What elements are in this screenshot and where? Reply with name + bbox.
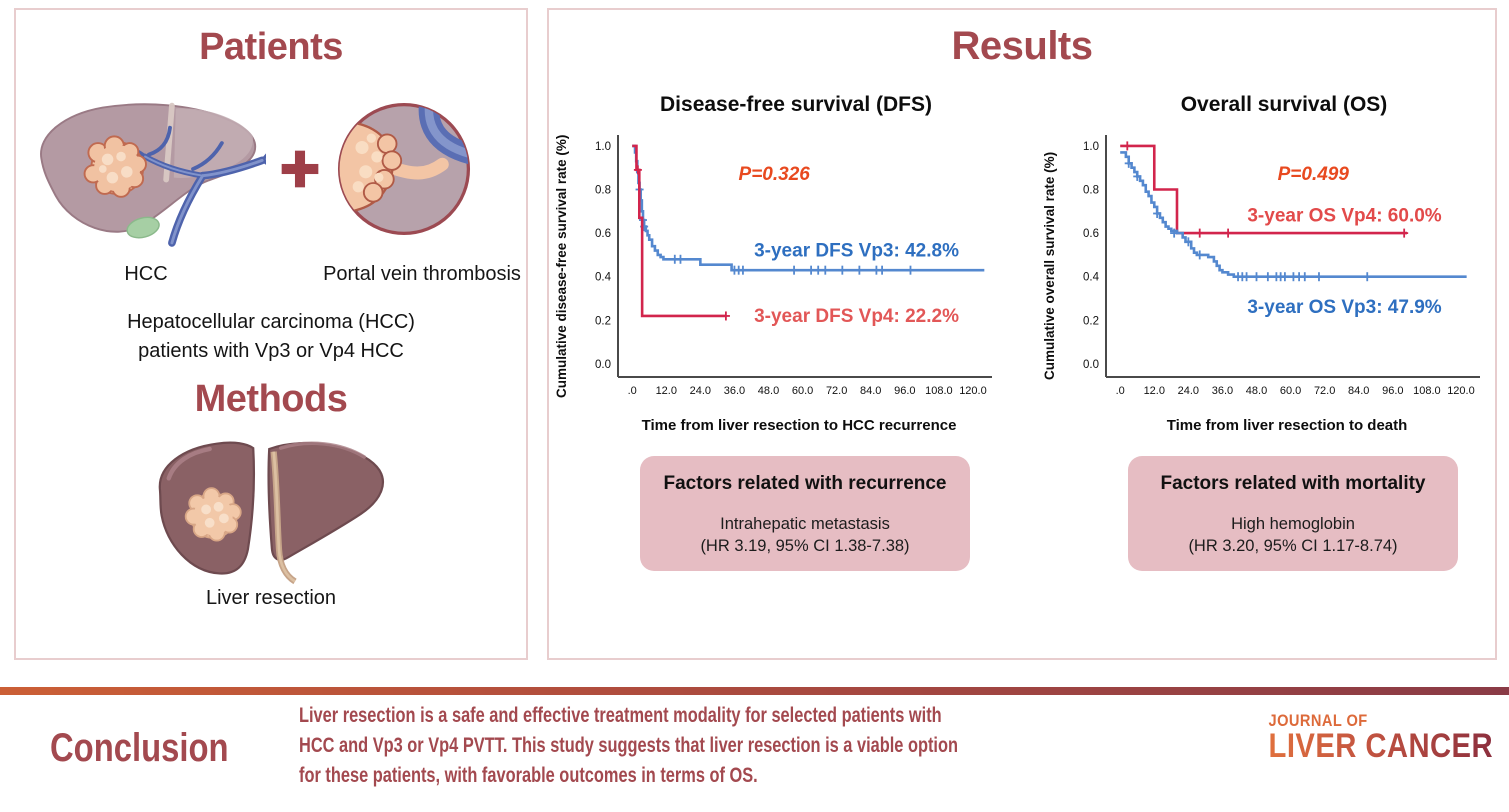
svg-text:0.0: 0.0 [1083,359,1099,371]
svg-text:3-year OS Vp4: 60.0%: 3-year OS Vp4: 60.0% [1247,206,1441,227]
svg-text:12.0: 12.0 [656,385,677,397]
svg-text:.0: .0 [628,385,637,397]
svg-text:P=0.499: P=0.499 [1278,164,1350,185]
dfs-chart-column: Disease-free survival (DFS) Cumulative d… [552,93,1004,571]
svg-text:0.4: 0.4 [1083,272,1100,284]
liver-resection-illustration [158,441,385,585]
gallbladder-shape [126,216,160,239]
svg-text:72.0: 72.0 [826,385,847,397]
svg-text:0.6: 0.6 [1083,228,1099,240]
conclusion-title: Conclusion [50,726,229,770]
os-km-chart: 0.0 0.2 0.4 0.6 0.8 1.0 .0 12.0 24.0 36.0 48.0 60.0… [1083,135,1480,397]
svg-text:48.0: 48.0 [1246,385,1267,397]
svg-text:108.0: 108.0 [1413,385,1441,397]
journal-logo: JOURNAL OF LIVER CANCER [1269,712,1493,765]
patients-captions-row: HCC Portal vein thrombosis [16,263,526,286]
recurrence-factors-box: Factors related with recurrence Intrahep… [640,456,970,571]
svg-text:12.0: 12.0 [1144,385,1165,397]
journal-logo-line2: LIVER CANCER [1268,727,1493,765]
svg-text:84.0: 84.0 [860,385,881,397]
caption-spacer [266,263,322,286]
svg-text:0.8: 0.8 [595,185,611,197]
svg-text:36.0: 36.0 [1212,385,1233,397]
os-chart-body: Cumulative overall survival rate (%) 0.0… [1040,121,1492,421]
portal-vein-shape [104,125,266,247]
portal-vein-thrombosis-caption: Portal vein thrombosis [323,263,521,285]
svg-text:0.6: 0.6 [595,228,611,240]
svg-text:84.0: 84.0 [1348,385,1369,397]
svg-text:72.0: 72.0 [1314,385,1335,397]
svg-text:120.0: 120.0 [959,385,987,397]
patients-description: Hepatocellular carcinoma (HCC) patients … [16,308,526,366]
conclusion-text: Liver resection is a safe and effective … [299,701,1144,791]
os-chart-title: Overall survival (OS) [1180,93,1388,116]
svg-text:1.0: 1.0 [1083,141,1099,153]
recurrence-factor-stats: (HR 3.19, 95% CI 1.38-7.38) [700,537,910,555]
svg-text:0.8: 0.8 [1083,185,1099,197]
liver-resection-caption: Liver resection [205,587,337,609]
resected-tumor-shape [184,487,242,542]
conclusion-line3: for these patients, with favorable outco… [299,764,758,787]
results-title: Results [951,24,1094,68]
svg-text:96.0: 96.0 [1382,385,1403,397]
svg-text:3-year OS Vp3: 47.9%: 3-year OS Vp3: 47.9% [1247,297,1441,318]
svg-text:36.0: 36.0 [724,385,745,397]
svg-text:60.0: 60.0 [1280,385,1301,397]
svg-text:60.0: 60.0 [792,385,813,397]
svg-text:108.0: 108.0 [925,385,953,397]
svg-text:0.0: 0.0 [595,359,611,371]
patients-title: Patients [199,26,343,68]
os-x-axis-label: Time from liver resection to death [1166,417,1408,434]
journal-logo-line1: JOURNAL OF [1268,711,1368,730]
dfs-x-axis-label: Time from liver resection to HCC recurre… [641,417,957,434]
dfs-chart-body: Cumulative disease-free survival rate (%… [552,121,1004,421]
svg-text:.0: .0 [1116,385,1125,397]
hcc-caption: HCC [124,263,168,285]
portal-vein-thrombosis-illustration [337,102,471,236]
hcc-tumor-shape [83,135,147,198]
patients-description-line1: Hepatocellular carcinoma (HCC) [127,311,415,333]
svg-text:0.4: 0.4 [595,272,612,284]
plus-icon [281,150,319,188]
patients-illustration-row [16,79,526,259]
svg-text:0.2: 0.2 [1083,315,1099,327]
svg-text:24.0: 24.0 [1178,385,1199,397]
conclusion-line2: HCC and Vp3 or Vp4 PVTT. This study sugg… [299,734,958,757]
dfs-km-chart: 0.0 0.2 0.4 0.6 0.8 1.0 .0 12.0 24.0 36.0 48.0 60.0… [595,135,992,397]
svg-text:3-year DFS Vp3: 42.8%: 3-year DFS Vp3: 42.8% [754,241,959,262]
svg-text:120.0: 120.0 [1447,385,1475,397]
svg-text:3-year DFS Vp4: 22.2%: 3-year DFS Vp4: 22.2% [754,306,959,327]
mortality-factors-title: Factors related with mortality [1160,473,1426,494]
svg-text:48.0: 48.0 [758,385,779,397]
charts-row: Disease-free survival (DFS) Cumulative d… [549,93,1495,571]
divider-gradient-bar [0,687,1509,695]
os-chart-column: Overall survival (OS) Cumulative overall… [1040,93,1492,571]
dfs-y-axis-label: Cumulative disease-free survival rate (%… [554,134,569,398]
methods-title: Methods [194,378,348,420]
patients-description-line2: patients with Vp3 or Vp4 HCC [138,340,404,362]
conclusion-line1: Liver resection is a safe and effective … [299,704,942,727]
svg-text:1.0: 1.0 [595,141,611,153]
mortality-factor-stats: (HR 3.20, 95% CI 1.17-8.74) [1188,537,1398,555]
dfs-chart-title: Disease-free survival (DFS) [660,93,932,116]
svg-text:P=0.326: P=0.326 [739,164,811,185]
mortality-factors-box: Factors related with mortality High hemo… [1128,456,1458,571]
svg-text:96.0: 96.0 [894,385,915,397]
mortality-factor-name: High hemoglobin [1231,515,1355,533]
patients-methods-panel: Patients [14,8,528,660]
svg-text:24.0: 24.0 [690,385,711,397]
os-y-axis-label: Cumulative overall survival rate (%) [1042,151,1057,381]
recurrence-factors-title: Factors related with recurrence [663,473,947,494]
recurrence-factor-name: Intrahepatic metastasis [720,515,890,533]
svg-text:0.2: 0.2 [595,315,611,327]
results-panel: Results Disease-free survival (DFS) Cumu… [547,8,1497,660]
liver-hcc-illustration [40,102,266,247]
